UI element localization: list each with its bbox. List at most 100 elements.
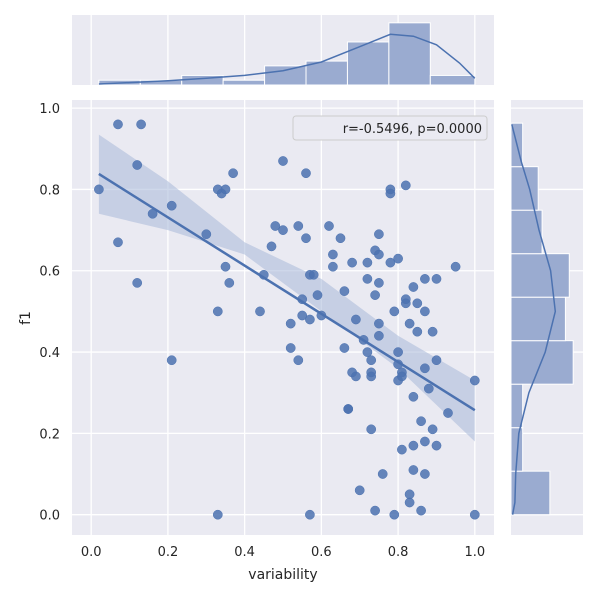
scatter-point bbox=[324, 221, 334, 231]
scatter-point bbox=[270, 221, 281, 231]
scatter-point bbox=[374, 278, 384, 288]
scatter-point bbox=[412, 298, 423, 309]
scatter-point bbox=[427, 424, 438, 435]
y-tick-label: 0.8 bbox=[39, 183, 60, 198]
scatter-point bbox=[166, 200, 177, 211]
scatter-point bbox=[312, 290, 323, 300]
scatter-point bbox=[220, 261, 231, 272]
main-plot-panel: 0.0 0.2 0.4 0.6 0.8 1.0 0.0 0.2 0.4 0.6 0.8 1.0 bbox=[39, 100, 494, 560]
right-hist-bar bbox=[510, 296, 566, 342]
scatter-point bbox=[285, 343, 296, 353]
scatter-point bbox=[374, 229, 384, 240]
y-tick-labels: 0.0 0.2 0.4 0.6 0.8 1.0 bbox=[39, 102, 60, 524]
scatter-point bbox=[212, 306, 223, 317]
x-tick-label: 0.6 bbox=[311, 545, 332, 560]
top-marginal-grid bbox=[90, 15, 476, 85]
right-hist-bar bbox=[510, 383, 524, 429]
scatter-point bbox=[293, 355, 304, 366]
scatter-point bbox=[339, 343, 350, 353]
scatter-point bbox=[94, 184, 104, 195]
right-hist-bar bbox=[510, 209, 543, 255]
scatter-point bbox=[362, 274, 373, 284]
x-axis-title: variability bbox=[248, 567, 317, 583]
scatter-point bbox=[416, 505, 426, 516]
scatter-point bbox=[228, 168, 238, 179]
scatter-point bbox=[400, 298, 411, 309]
scatter-point bbox=[374, 330, 384, 341]
x-tick-label: 0.0 bbox=[81, 545, 102, 560]
scatter-point bbox=[431, 440, 442, 451]
right-hist-bar bbox=[510, 470, 551, 516]
scatter-point bbox=[404, 497, 415, 508]
top-hist-bar bbox=[388, 22, 431, 86]
scatter-point bbox=[278, 225, 288, 235]
scatter-point bbox=[224, 278, 235, 288]
scatter-point bbox=[416, 416, 426, 427]
legend: r=-0.5496, p=0.0000 bbox=[292, 115, 488, 141]
y-axis-title: f1 bbox=[18, 311, 34, 325]
x-tick-label: 0.8 bbox=[388, 545, 409, 560]
right-marginal-panel bbox=[510, 100, 583, 535]
top-marginal-kde-line bbox=[98, 33, 476, 85]
scatter-point bbox=[366, 355, 377, 366]
scatter-point bbox=[397, 371, 407, 382]
scatter-point bbox=[420, 274, 430, 284]
scatter-point bbox=[389, 306, 400, 317]
scatter-point bbox=[469, 509, 480, 520]
scatter-point bbox=[427, 326, 438, 337]
scatter-point bbox=[469, 375, 480, 386]
regression-line bbox=[98, 172, 476, 412]
legend-text: r=-0.5496, p=0.0000 bbox=[343, 122, 482, 137]
scatter-point bbox=[389, 509, 400, 520]
y-tick-label: 0.0 bbox=[39, 509, 60, 524]
scatter-point bbox=[201, 229, 212, 240]
scatter-point bbox=[412, 326, 423, 337]
scatter-point bbox=[220, 184, 231, 195]
scatter-point bbox=[431, 274, 442, 284]
scatter-point bbox=[132, 160, 143, 170]
scatter-point bbox=[423, 383, 434, 394]
scatter-point bbox=[335, 233, 346, 244]
scatter-point bbox=[370, 290, 380, 300]
scatter-point bbox=[285, 318, 296, 329]
scatter-point bbox=[278, 156, 288, 166]
y-tick-label: 0.2 bbox=[39, 427, 60, 442]
scatter-point bbox=[351, 371, 361, 382]
y-tick-label: 1.0 bbox=[39, 102, 60, 117]
scatter-point bbox=[354, 485, 365, 496]
x-tick-labels: 0.0 0.2 0.4 0.6 0.8 1.0 bbox=[81, 545, 485, 560]
y-tick-label: 0.4 bbox=[39, 346, 60, 361]
y-tick-label: 0.6 bbox=[39, 265, 60, 280]
scatter-point bbox=[377, 469, 388, 479]
scatter-point bbox=[366, 367, 377, 378]
scatter-point bbox=[351, 314, 361, 325]
scatter-point bbox=[266, 241, 277, 252]
scatter-point bbox=[450, 261, 461, 272]
scatter-point bbox=[408, 391, 419, 402]
scatter-point bbox=[362, 347, 373, 357]
scatter-point bbox=[408, 440, 419, 451]
scatter-point bbox=[404, 318, 415, 329]
scatter-point bbox=[297, 310, 308, 321]
scatter-point bbox=[343, 404, 354, 414]
right-hist-bar bbox=[510, 253, 570, 298]
scatter-point bbox=[385, 188, 396, 199]
confidence-band bbox=[98, 134, 475, 442]
scatter-point bbox=[301, 233, 311, 244]
x-tick-label: 0.4 bbox=[234, 545, 255, 560]
scatter-point bbox=[408, 282, 419, 292]
scatter-point bbox=[370, 505, 380, 516]
scatter-point bbox=[328, 249, 338, 260]
x-tick-label: 1.0 bbox=[464, 545, 485, 560]
x-tick-label: 0.2 bbox=[158, 545, 179, 560]
top-hist-bar bbox=[429, 74, 476, 86]
scatter-point bbox=[443, 408, 453, 418]
scatter-point bbox=[255, 306, 265, 317]
top-hist-bar bbox=[264, 65, 307, 86]
right-hist-bar bbox=[510, 340, 574, 385]
scatter-point bbox=[420, 469, 430, 479]
scatter-point bbox=[305, 314, 315, 325]
top-hist-bar bbox=[222, 79, 266, 86]
scatter-point bbox=[328, 261, 338, 272]
scatter-point bbox=[408, 465, 419, 475]
